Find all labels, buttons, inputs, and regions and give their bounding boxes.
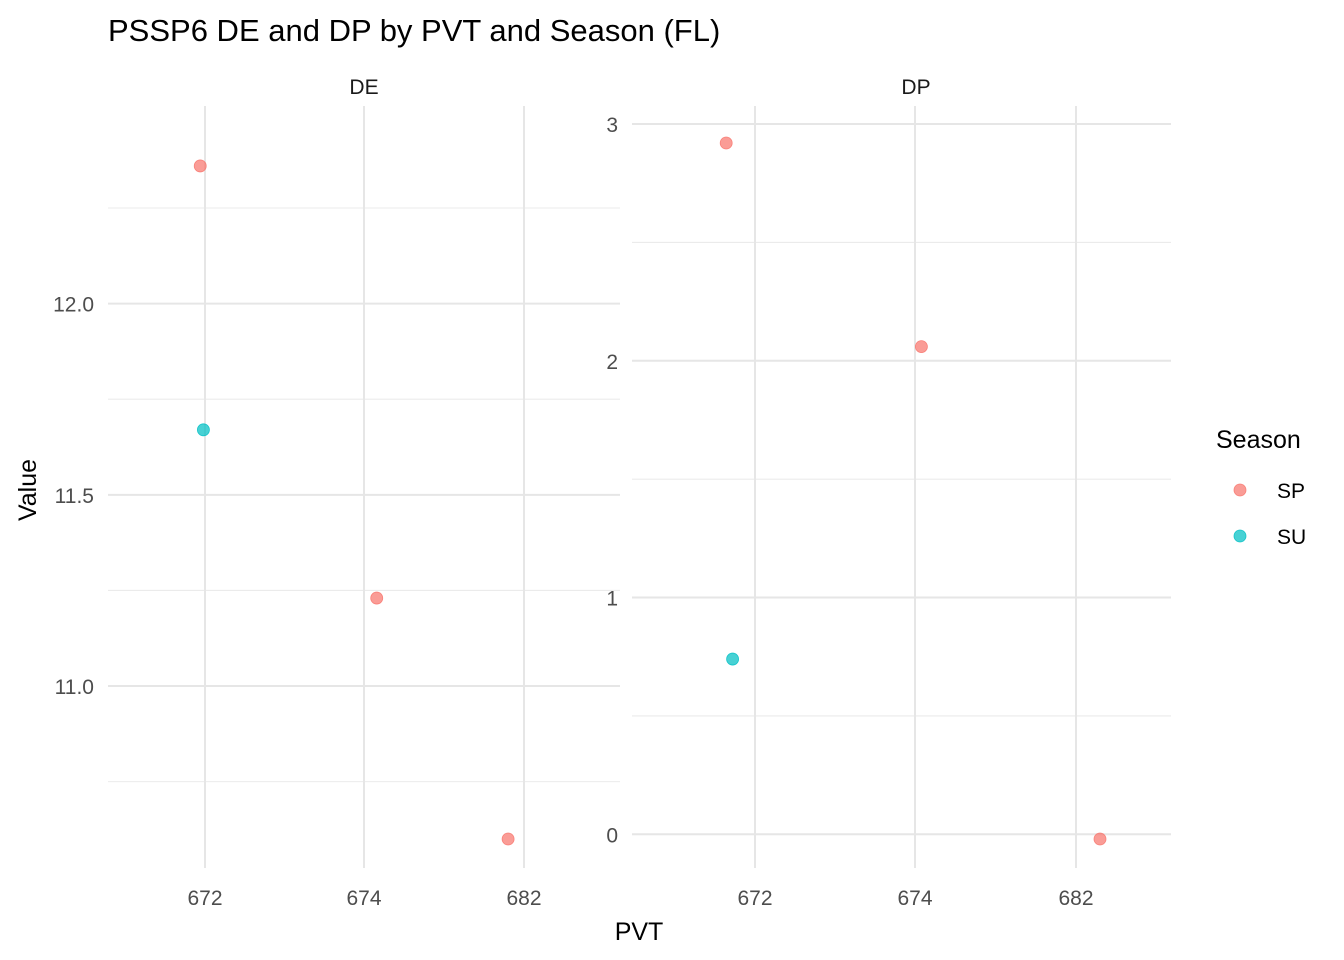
- legend-label-sp: SP: [1277, 480, 1305, 503]
- strip-label: DP: [901, 76, 930, 99]
- legend-key-su: [1233, 529, 1247, 543]
- y-axis-title: Value: [14, 459, 42, 521]
- y-tick-label: 2: [606, 351, 618, 374]
- strip-label: DE: [349, 76, 378, 99]
- x-tick-label: 672: [737, 887, 772, 910]
- data-point-sp: [193, 159, 207, 173]
- legend-key-sp: [1233, 483, 1247, 497]
- legend: Season SP SU: [1216, 426, 1306, 549]
- legend-title: Season: [1216, 426, 1301, 454]
- y-tick-label: 0: [606, 824, 618, 847]
- x-tick-label: 682: [506, 887, 541, 910]
- x-tick-label: 672: [187, 887, 222, 910]
- x-tick-label: 674: [346, 887, 381, 910]
- y-tick-label: 11.5: [55, 485, 94, 508]
- panels: 11.0 11.5 12.0 672 674 682 DE 0 1 2 3 672 674 682 DP: [53, 76, 1171, 910]
- y-tick-label: 12.0: [53, 294, 94, 317]
- data-point-su: [197, 423, 210, 437]
- data-point-sp: [501, 832, 515, 846]
- data-point-su: [726, 652, 739, 666]
- panel-dp: 0 1 2 3 672 674 682 DP: [606, 76, 1171, 910]
- data-point-sp: [370, 591, 384, 605]
- chart-title: PSSP6 DE and DP by PVT and Season (FL): [108, 13, 720, 48]
- y-tick-label: 3: [606, 114, 618, 137]
- y-tick-label: 1: [606, 588, 618, 611]
- data-point-sp: [915, 340, 928, 353]
- x-tick-label: 682: [1058, 887, 1093, 910]
- data-point-sp: [1093, 832, 1107, 846]
- x-tick-label: 674: [897, 887, 932, 910]
- panel-de: 11.0 11.5 12.0 672 674 682 DE: [53, 76, 620, 910]
- data-point-sp: [719, 136, 733, 150]
- legend-label-su: SU: [1277, 526, 1306, 549]
- x-axis-title: PVT: [615, 918, 664, 946]
- legend-entries: SP SU: [1233, 480, 1306, 549]
- y-tick-label: 11.0: [55, 676, 94, 699]
